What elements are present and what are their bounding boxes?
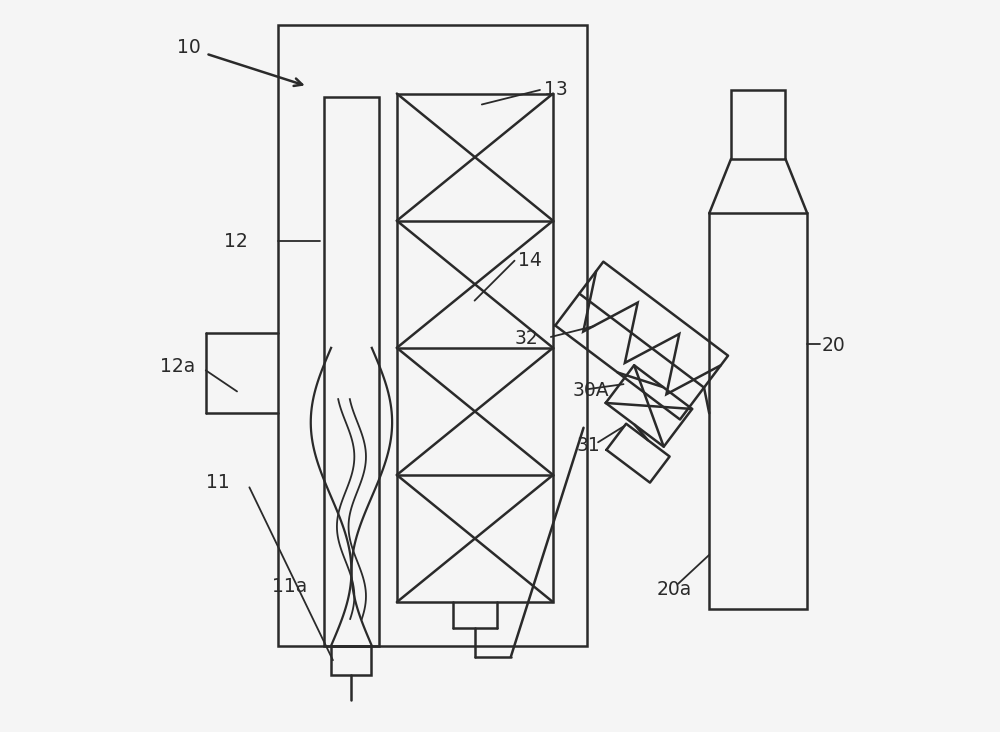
Text: 31: 31 [576, 436, 600, 455]
Text: 32: 32 [515, 329, 538, 348]
Bar [709, 214, 807, 609]
Text: 10: 10 [177, 38, 200, 57]
Bar [324, 97, 379, 646]
Text: 11: 11 [206, 473, 230, 492]
Text: 12a: 12a [160, 356, 195, 376]
Bar [331, 646, 371, 675]
Text: 12: 12 [224, 231, 248, 250]
Bar [278, 25, 587, 646]
Text: 30A: 30A [573, 381, 609, 400]
Text: 20: 20 [822, 336, 846, 355]
Bar [731, 90, 785, 159]
Bar [397, 94, 553, 602]
Text: 14: 14 [518, 251, 542, 270]
Text: 13: 13 [544, 81, 567, 100]
Text: 20a: 20a [656, 580, 691, 600]
Text: 11a: 11a [272, 577, 307, 596]
